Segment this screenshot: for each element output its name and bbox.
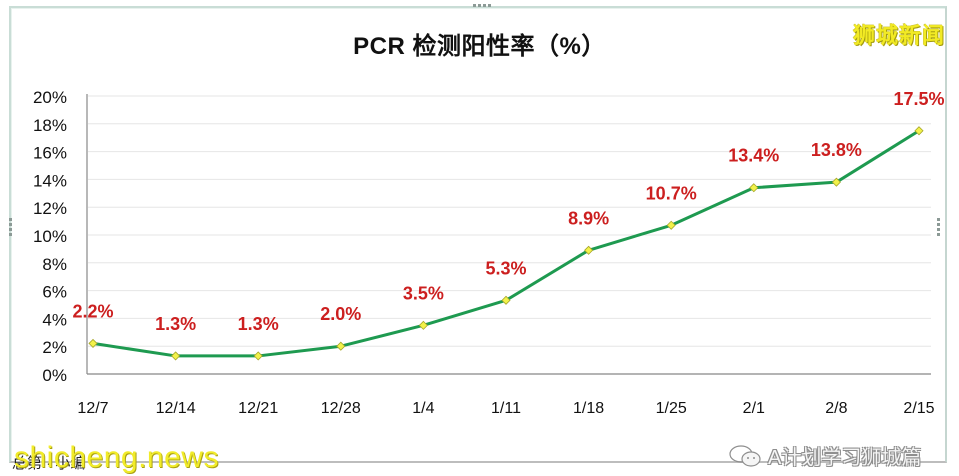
data-point-marker (418, 320, 428, 330)
y-tick-label: 18% (33, 116, 67, 135)
x-tick-label: 2/8 (825, 400, 847, 417)
y-tick-label: 10% (33, 227, 67, 246)
data-label: 5.3% (485, 258, 526, 278)
data-markers (88, 126, 924, 361)
y-tick-label: 14% (33, 171, 67, 190)
resize-handle-right[interactable] (937, 218, 940, 236)
data-label: 13.8% (811, 140, 862, 160)
data-label: 3.5% (403, 283, 444, 303)
series-line (92, 129, 920, 358)
y-tick-label: 2% (42, 338, 67, 357)
data-label: 2.0% (320, 304, 361, 324)
data-point-marker (253, 351, 263, 361)
watermark-underlay: 总第 · 小编 (12, 455, 86, 472)
data-point-marker (831, 177, 841, 187)
watermark-wechat: A计划学习狮城篇 (728, 441, 921, 470)
x-tick-label: 1/18 (573, 400, 604, 417)
x-tick-label: 1/25 (656, 400, 687, 417)
brand-logo: 狮城新闻 (852, 23, 945, 48)
data-label: 1.3% (155, 314, 196, 334)
x-tick-label: 12/21 (238, 400, 278, 417)
data-point-marker (501, 295, 511, 305)
data-point-marker (584, 245, 594, 255)
data-label: 17.5% (893, 89, 944, 109)
x-tick-label: 12/7 (77, 400, 108, 417)
wechat-icon (729, 444, 761, 467)
x-tick-label: 12/14 (156, 400, 196, 417)
data-label: 8.9% (568, 208, 609, 228)
x-tick-label: 12/28 (321, 400, 361, 417)
data-point-marker (88, 338, 98, 348)
x-tick-label: 2/1 (743, 400, 765, 417)
y-axis-ticks: 20% 18% 16% 14% 12% 10% 8% 6% 4% 2% 0% (33, 88, 67, 385)
watermark-account-name: A计划学习狮城篇 (768, 447, 922, 469)
watermark-shicheng: shicheng.news (14, 441, 219, 474)
data-point-marker (914, 126, 924, 136)
x-axis-ticks: 12/7 12/14 12/21 12/28 1/4 1/11 1/18 1/25 2/1 2/8… (77, 400, 934, 417)
data-point-marker (749, 183, 759, 193)
y-tick-label: 12% (33, 199, 67, 218)
data-point-marker (666, 220, 676, 230)
x-tick-label: 2/15 (903, 400, 934, 417)
y-tick-label: 0% (42, 366, 67, 385)
gridlines (88, 95, 931, 347)
data-label: 2.2% (72, 301, 113, 321)
data-label: 1.3% (238, 314, 279, 334)
data-point-marker (336, 341, 346, 351)
y-tick-label: 20% (33, 88, 67, 107)
axes (86, 94, 931, 375)
chart-title: PCR 检测阳性率（%） (353, 33, 606, 60)
y-tick-label: 6% (42, 283, 67, 302)
y-tick-label: 16% (33, 144, 67, 163)
y-tick-label: 4% (42, 310, 67, 329)
resize-handle-left[interactable] (9, 218, 12, 236)
y-tick-label: 8% (42, 255, 67, 274)
data-label: 10.7% (646, 183, 697, 203)
data-label: 13.4% (728, 146, 779, 166)
x-tick-label: 1/11 (491, 400, 521, 417)
resize-handle-top[interactable] (473, 4, 491, 7)
data-labels: 2.2% 1.3% 1.3% 2.0% 3.5% 5.3% 8.9% 10.7% 13.4% 13… (72, 89, 944, 334)
x-tick-label: 1/4 (412, 400, 434, 417)
data-point-marker (171, 351, 181, 361)
